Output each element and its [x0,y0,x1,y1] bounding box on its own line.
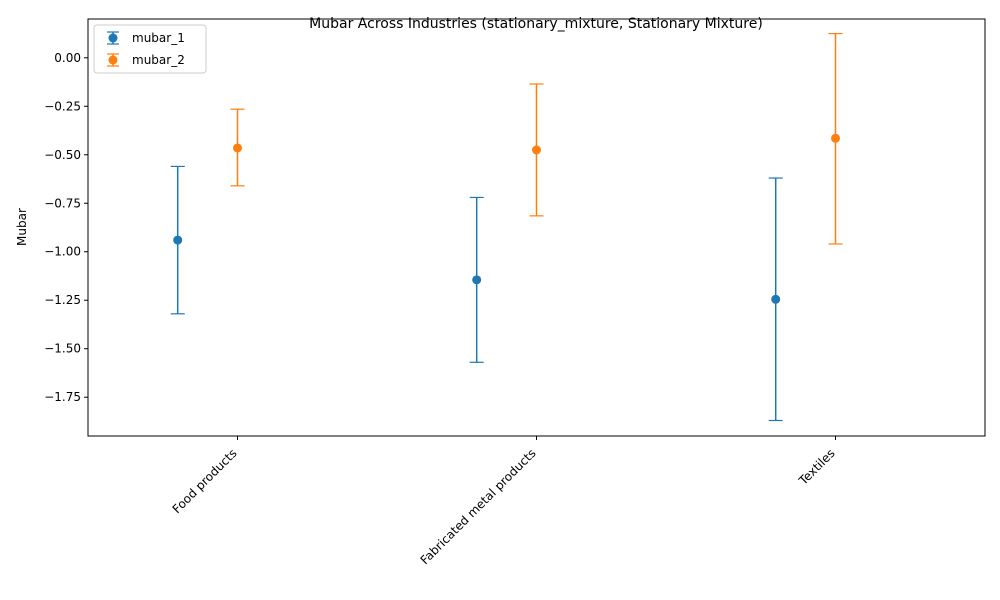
y-tick-label-5: −0.50 [44,148,81,162]
series-mubar_2 [230,32,843,245]
point-mubar_1-1 [472,275,482,285]
y-tick-label-0: −1.75 [44,390,81,404]
y-tick-label-2: −1.25 [44,293,81,307]
y-tick-label-4: −0.75 [44,196,81,210]
y-axis: −1.75 −1.50 −1.25 −1.00 −0.75 −0.50 −0.25 0.00 [44,51,88,404]
legend-marker-dot-mubar_1 [108,33,118,43]
y-tick-label-1: −1.50 [44,342,81,356]
point-mubar_1-2 [771,294,781,304]
point-mubar_2-1 [532,145,541,155]
legend-box [93,24,207,74]
y-tick-label-7: 0.00 [54,51,81,65]
legend-label-mubar_2: mubar_2 [132,53,185,67]
point-mubar_2-0 [233,143,242,153]
y-axis-label: Mubar [15,208,29,246]
legend-marker-dot-mubar_2 [108,55,118,65]
point-mubar_1-0 [173,235,183,245]
legend: mubar_1 mubar_2 [93,24,207,74]
chart-title: Mubar Across Industries (stationary_mixt… [309,16,763,32]
y-tick-label-3: −1.00 [44,245,81,259]
point-mubar_2-2 [831,133,840,143]
plot-area [170,32,843,422]
legend-label-mubar_1: mubar_1 [132,31,185,45]
series-mubar_1 [170,165,783,422]
y-tick-label-6: −0.25 [44,99,81,113]
